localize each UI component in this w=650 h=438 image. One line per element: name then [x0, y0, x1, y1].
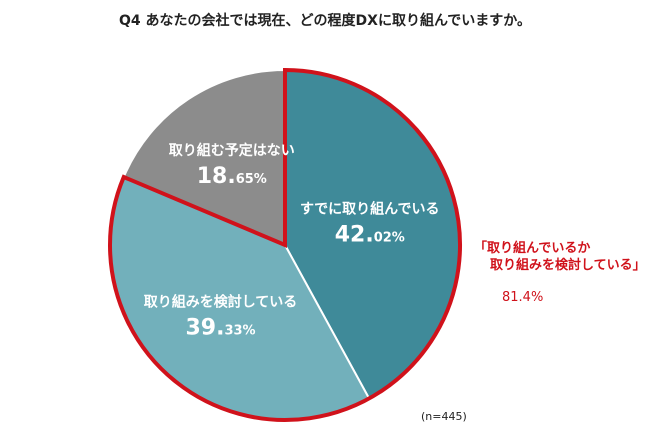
- slice-value-already-doing: 42.02%: [335, 222, 405, 247]
- highlight-outline: [108, 67, 462, 422]
- slice-label-already-doing: すでに取り組んでいる: [300, 200, 439, 217]
- combined-annotation: 「取り組んでいるか 取り組みを検討している」: [474, 240, 646, 274]
- sample-size-note: (n=445): [421, 410, 467, 423]
- slice-value-no-plans: 18.65%: [197, 164, 267, 189]
- combined-annotation-value: 81.4%: [502, 290, 544, 305]
- pie-slice-no-plans: [122, 68, 286, 247]
- chart-title: Q4 あなたの会社では現在、どの程度DXに取り組んでいますか。: [119, 13, 531, 29]
- combined-annotation-line2: 取り組みを検討している」: [490, 258, 646, 273]
- slice-value-considering: 39.33%: [185, 315, 255, 340]
- slice-label-considering: 取り組みを検討している: [144, 293, 298, 310]
- slice-label-no-plans: 取り組む予定はない: [169, 142, 295, 159]
- combined-annotation-line1: 「取り組んでいるか: [474, 241, 591, 256]
